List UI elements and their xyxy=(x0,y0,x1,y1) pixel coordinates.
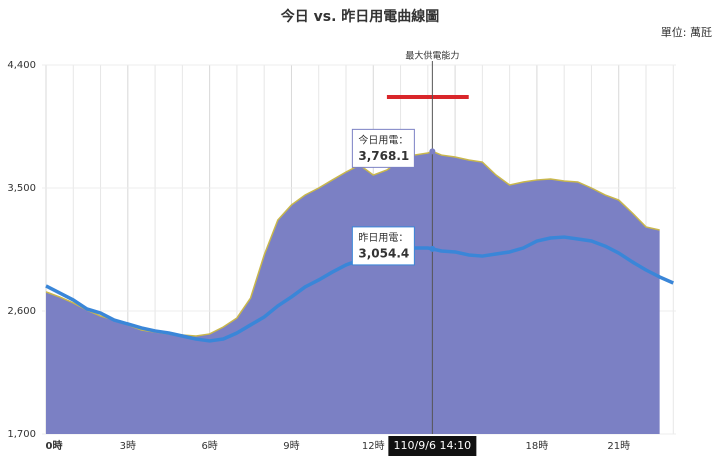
chart-title: 今日 vs. 昨日用電曲線圖 xyxy=(280,8,440,25)
x-tick-label: 3時 xyxy=(120,440,136,452)
y-tick-label: 4,400 xyxy=(7,60,36,71)
y-tick-label: 1,700 xyxy=(7,429,36,440)
tooltip-box xyxy=(351,128,415,168)
x-tick-label: 12時 xyxy=(362,440,385,452)
y-tick-label: 3,500 xyxy=(7,183,36,194)
x-tick-label: 6時 xyxy=(201,440,217,452)
x-tick-label: 0時 xyxy=(46,439,63,452)
crosshair-top-label: 最大供電能力 xyxy=(405,50,459,62)
today-area xyxy=(46,151,660,434)
y-tick-label: 2,600 xyxy=(7,306,36,317)
x-tick-label: 9時 xyxy=(283,440,299,452)
crosshair-label-box xyxy=(388,436,477,456)
tooltip-value: 3,768.1 xyxy=(358,149,409,163)
x-tick-label: 21時 xyxy=(607,440,630,452)
tooltip-value: 3,054.4 xyxy=(358,246,409,260)
tooltip-label: 昨日用電： xyxy=(358,232,408,244)
tooltip-point xyxy=(429,148,436,155)
tooltip-box xyxy=(351,226,415,266)
x-tick-label: 18時 xyxy=(526,440,549,452)
tooltip-label: 今日用電： xyxy=(358,133,408,146)
crosshair-label: 110/9/6 14:10 xyxy=(394,439,472,452)
tooltip-point xyxy=(429,245,436,252)
unit-label: 單位: 萬瓩 xyxy=(661,25,712,39)
